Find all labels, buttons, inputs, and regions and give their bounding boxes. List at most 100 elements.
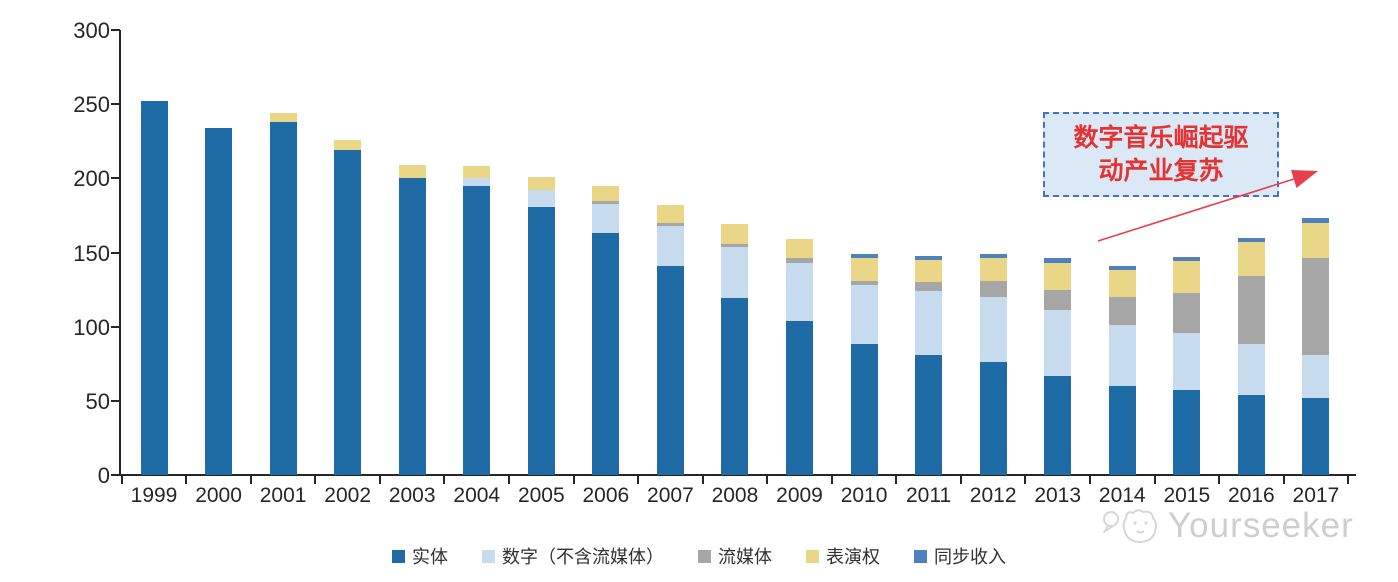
x-tick-label-2009: 2009: [776, 484, 823, 507]
x-tick-mark: [1088, 476, 1091, 484]
x-tick-label-2004: 2004: [453, 484, 501, 507]
x-tick-mark: [959, 476, 962, 484]
y-tick-mark: [111, 325, 120, 328]
x-tick-label-2012: 2012: [969, 484, 1017, 507]
legend-swatch-icon: [698, 549, 711, 563]
x-tick-label-2010: 2010: [840, 484, 888, 507]
x-tick-mark: [766, 476, 769, 484]
x-tick-mark: [120, 476, 123, 484]
legend-swatch-icon: [806, 549, 819, 563]
bar-2004: [463, 166, 491, 475]
y-tick-mark: [111, 103, 120, 106]
y-tick-label: 300: [73, 18, 110, 43]
bar-segment-2016: [1237, 344, 1265, 395]
bar-2016: [1237, 237, 1265, 475]
bar-segment-2014: [1108, 325, 1136, 386]
bar-segment-2014: [1108, 265, 1136, 271]
x-tick-label-2001: 2001: [259, 484, 307, 507]
bar-2003: [398, 165, 426, 475]
bar-segment-2002: [334, 139, 362, 151]
bar-segment-2007: [656, 205, 684, 223]
bar-segment-2006: [592, 203, 620, 234]
legend-swatch-icon: [392, 549, 405, 563]
bar-segment-2000: [205, 127, 233, 475]
bar-segment-2007: [656, 225, 684, 266]
legend: 实体 数字（不含流媒体） 流媒体 表演权 同步收入: [0, 543, 1398, 569]
bar-segment-2011: [915, 354, 943, 475]
bar-2017: [1302, 218, 1330, 475]
x-tick-mark: [1153, 476, 1156, 484]
bar-segment-2010: [850, 285, 878, 345]
x-tick-mark: [1218, 476, 1221, 484]
bar-2000: [205, 127, 233, 475]
bar-segment-2011: [915, 259, 943, 283]
bar-segment-2013: [1044, 289, 1072, 311]
bar-2002: [334, 139, 362, 475]
bar-2015: [1173, 256, 1201, 475]
bar-segment-2003: [398, 178, 426, 475]
x-tick-mark: [378, 476, 381, 484]
x-tick-mark: [185, 476, 188, 484]
bar-segment-2009: [786, 262, 813, 321]
legend-item: 流媒体: [698, 543, 772, 569]
bar-2009: [786, 239, 813, 475]
legend-item: 表演权: [806, 543, 880, 569]
bar-segment-2006: [592, 200, 620, 204]
bar-segment-2008: [721, 298, 749, 475]
bar-segment-2011: [915, 255, 943, 260]
bar-segment-2015: [1173, 261, 1201, 293]
x-tick-label-2003: 2003: [388, 484, 436, 507]
y-tick-label: 0: [97, 463, 110, 488]
bar-segment-2015: [1173, 292, 1201, 333]
bar-2014: [1108, 265, 1136, 475]
legend-label: 流媒体: [718, 547, 772, 567]
bar-segment-2016: [1237, 394, 1265, 475]
x-tick-label-2000: 2000: [195, 484, 242, 507]
x-tick-label-1999: 1999: [130, 484, 178, 507]
bar-segment-2012: [979, 254, 1007, 259]
bar-segment-2014: [1108, 386, 1136, 475]
x-tick-mark: [572, 476, 575, 484]
bar-segment-2014: [1108, 297, 1136, 326]
bar-segment-2005: [527, 176, 555, 191]
bar-segment-2010: [850, 280, 878, 286]
bar-segment-2013: [1044, 262, 1072, 290]
bar-2005: [527, 176, 555, 475]
legend-swatch-icon: [914, 549, 927, 563]
x-tick-mark: [443, 476, 446, 484]
bar-2008: [721, 224, 749, 475]
bar-segment-2016: [1237, 242, 1265, 277]
bar-segment-2009: [786, 258, 813, 263]
legend-label: 数字（不含流媒体）: [502, 547, 664, 567]
bar-2006: [592, 185, 620, 475]
bar-segment-2012: [979, 297, 1007, 363]
bar-segment-2008: [721, 246, 749, 299]
y-tick-mark: [111, 29, 120, 31]
x-tick-label-2017: 2017: [1292, 484, 1340, 507]
bar-segment-2017: [1302, 258, 1330, 355]
x-tick-mark: [637, 476, 640, 484]
bar-segment-1999: [140, 101, 168, 475]
bar-segment-2010: [850, 258, 878, 281]
bar-segment-2003: [398, 165, 426, 179]
bar-segment-2009: [786, 320, 813, 475]
legend-label: 实体: [412, 547, 448, 567]
y-axis-line: [119, 30, 121, 476]
bar-segment-2017: [1302, 222, 1330, 259]
x-tick-mark: [830, 476, 833, 484]
x-tick-label-2011: 2011: [906, 484, 952, 507]
bar-segment-2015: [1173, 256, 1201, 262]
legend-label: 表演权: [826, 547, 880, 567]
bar-segment-2005: [527, 206, 555, 475]
x-tick-mark: [314, 476, 317, 484]
bar-segment-2001: [269, 113, 297, 122]
bar-2001: [269, 113, 297, 475]
x-axis-line: [119, 474, 1356, 476]
bar-segment-2012: [979, 258, 1007, 281]
y-tick-mark: [111, 474, 120, 476]
y-tick-mark: [111, 399, 120, 402]
bar-segment-2016: [1237, 276, 1265, 345]
y-tick-label: 100: [73, 314, 110, 340]
x-tick-label-2006: 2006: [582, 484, 630, 507]
bar-segment-2014: [1108, 270, 1136, 298]
